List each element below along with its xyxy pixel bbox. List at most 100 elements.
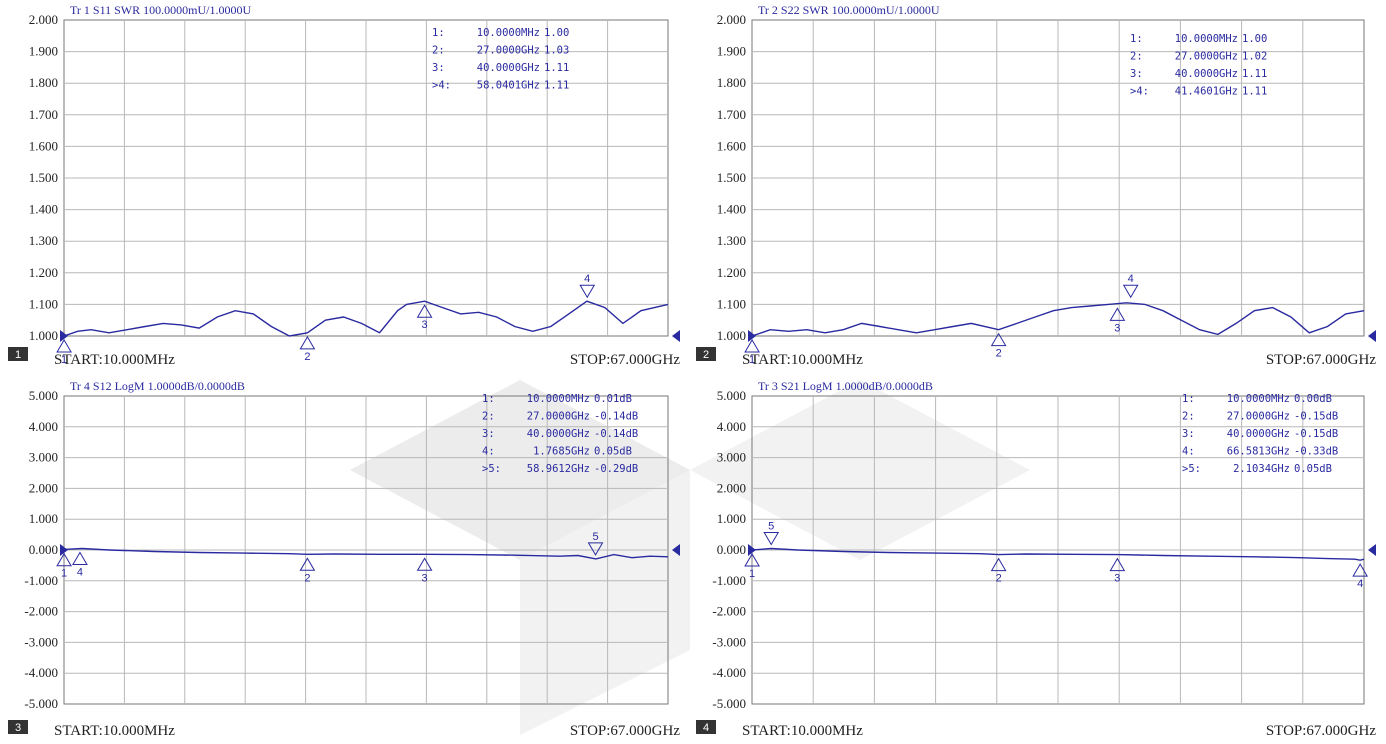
watermark-shape [520,470,690,735]
start-frequency-label: START:10.000MHz [54,352,175,368]
marker-number: 4 [77,566,83,578]
y-tick-label: -2.000 [24,604,58,619]
marker-triangle-icon [1109,307,1126,321]
y-tick-label: -5.000 [24,696,58,711]
stop-frequency-label: STOP:67.000GHz [1266,723,1376,739]
marker-readout-frequency: 27.0000GHz [527,411,590,423]
channel-number-badge [8,347,28,361]
marker-readout-frequency: 40.0000GHz [1227,428,1290,440]
marker-readout-value: 1.11 [1242,86,1267,98]
marker-number: 5 [768,520,774,532]
marker-readout-frequency: 1.7685GHz [533,446,590,458]
y-tick-label: -4.000 [712,665,746,680]
marker-readout-frequency: 27.0000GHz [1227,411,1290,423]
y-tick-label: 1.500 [717,170,746,185]
y-tick-label: -4.000 [24,665,58,680]
y-tick-label: 1.300 [29,233,58,248]
chart-panel-4: 5.000 4.000 3.000 2.000 1.000 0.000 -1.000 -2.0… [696,379,1376,739]
y-tick-label: 1.000 [29,328,58,343]
y-tick-label: 0.000 [717,542,746,557]
watermark-logo [350,380,1030,735]
marker-readout-frequency: 27.0000GHz [477,45,540,57]
marker-readout-label: 2: [1182,411,1195,423]
marker-readout-frequency: 27.0000GHz [1175,51,1238,63]
marker-readout-label: 3: [1130,68,1143,80]
y-tick-label: 1.900 [717,44,746,59]
y-tick-label: 1.400 [29,202,58,217]
stop-frequency-label: STOP:67.000GHz [570,352,680,368]
watermark-shape [690,380,1030,560]
marker-triangle-icon [763,531,780,546]
y-tick-label: 2.000 [717,12,746,27]
y-tick-label: 4.000 [717,419,746,434]
y-tick-label: 3.000 [29,450,58,465]
marker-number: 3 [1114,322,1120,334]
marker-readout-value: 0.05dB [594,446,632,458]
y-tick-label: 1.100 [29,296,58,311]
marker-triangle-icon [56,552,72,567]
stop-frequency-label: STOP:67.000GHz [1266,352,1376,368]
marker-readout-value: 0.05dB [1294,463,1332,475]
reference-level-arrow-icon [748,330,756,342]
trace-line [752,547,1365,561]
marker-readout-frequency: 10.0000MHz [527,393,590,405]
marker-readout-value: -0.15dB [1294,411,1338,423]
marker-number: 3 [1114,573,1120,585]
trace-line [64,547,669,560]
y-tick-label: 1.100 [717,296,746,311]
marker-readout-label: >5: [1182,463,1201,475]
marker-readout-value: -0.29dB [594,463,638,475]
marker-readout-value: 0.00dB [1294,393,1332,405]
start-frequency-label: START:10.000MHz [742,352,863,368]
marker-readout-frequency: 10.0000MHz [477,27,540,39]
marker-triangle-icon [72,551,88,565]
marker-readout-label: 4: [1182,446,1195,458]
marker-number: 3 [422,572,428,584]
marker-triangle-icon [579,284,596,299]
marker-number: 1 [749,354,755,366]
y-tick-label: -3.000 [24,634,58,649]
y-tick-label: 2.000 [29,12,58,27]
channel-number: 2 [703,349,709,361]
marker-readout-label: 1: [432,27,445,39]
marker-triangle-icon [587,542,604,556]
marker-readout-label: 3: [1182,428,1195,440]
marker-triangle-icon [990,557,1007,572]
y-tick-label: 1.300 [717,233,746,248]
marker-readout-frequency: 10.0000MHz [1227,393,1290,405]
marker-readout-label: 4: [482,446,495,458]
reference-level-arrow-icon [672,330,680,342]
marker-number: 2 [304,351,310,363]
marker-readout-frequency: 58.0401GHz [477,80,540,92]
y-tick-label: 1.700 [717,107,746,122]
marker-triangle-icon [1109,557,1126,572]
y-tick-label: -1.000 [24,573,58,588]
marker-readout-value: 0.01dB [594,393,632,405]
y-tick-label: 1.000 [29,511,58,526]
marker-triangle-icon [1352,563,1369,577]
marker-readout-frequency: 41.4601GHz [1175,86,1238,98]
y-tick-label: -5.000 [712,696,746,711]
marker-readout-value: 1.00 [1242,33,1267,45]
marker-triangle-icon [299,557,316,571]
marker-number: 4 [1128,273,1134,285]
marker-triangle-icon [744,339,760,353]
marker-readout-label: >5: [482,463,501,475]
marker-readout-value: 1.11 [1242,68,1267,80]
y-tick-label: 1.600 [29,138,58,153]
y-tick-label: 4.000 [29,419,58,434]
channel-number: 4 [703,722,709,734]
y-tick-label: 1.600 [717,138,746,153]
reference-level-arrow-icon [1368,544,1376,556]
marker-readout-label: 1: [1182,393,1195,405]
trace-title: Tr 1 S11 SWR 100.0000mU/1.0000U [70,3,251,17]
marker-readout-frequency: 66.5813GHz [1227,446,1290,458]
y-tick-label: 2.000 [29,480,58,495]
marker-readout-label: 1: [1130,33,1143,45]
marker-number: 4 [584,273,590,285]
y-tick-label: 1.000 [717,328,746,343]
trace-title: Tr 4 S12 LogM 1.0000dB/0.0000dB [70,379,245,393]
marker-readout-label: 2: [482,411,495,423]
marker-number: 2 [304,572,310,584]
